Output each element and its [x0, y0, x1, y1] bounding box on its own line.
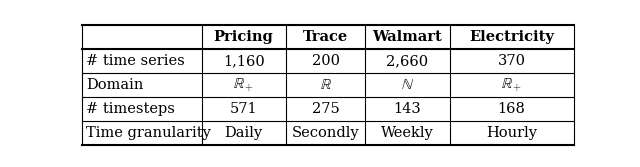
Text: $\mathbb{N}$: $\mathbb{N}$	[401, 78, 414, 92]
Text: 370: 370	[497, 54, 525, 68]
Text: Time granularity: Time granularity	[86, 126, 211, 140]
Text: Secondly: Secondly	[292, 126, 359, 140]
Text: $\mathbb{R}$: $\mathbb{R}$	[319, 78, 332, 92]
Text: 1,160: 1,160	[223, 54, 264, 68]
Text: Domain: Domain	[86, 78, 144, 92]
Text: 2,660: 2,660	[387, 54, 428, 68]
Text: # timesteps: # timesteps	[86, 102, 175, 116]
Text: $\mathbb{R}_+$: $\mathbb{R}_+$	[501, 76, 522, 94]
Text: Electricity: Electricity	[469, 30, 554, 44]
Text: 275: 275	[312, 102, 339, 116]
Text: Trace: Trace	[303, 30, 348, 44]
Text: # time series: # time series	[86, 54, 185, 68]
Text: Pricing: Pricing	[214, 30, 273, 44]
Text: 143: 143	[394, 102, 421, 116]
Text: 571: 571	[230, 102, 257, 116]
Text: Hourly: Hourly	[486, 126, 537, 140]
Text: 168: 168	[497, 102, 525, 116]
Text: Daily: Daily	[225, 126, 263, 140]
Text: Walmart: Walmart	[372, 30, 442, 44]
Text: Weekly: Weekly	[381, 126, 434, 140]
Text: $\mathbb{R}_+$: $\mathbb{R}_+$	[233, 76, 254, 94]
Text: 200: 200	[312, 54, 339, 68]
